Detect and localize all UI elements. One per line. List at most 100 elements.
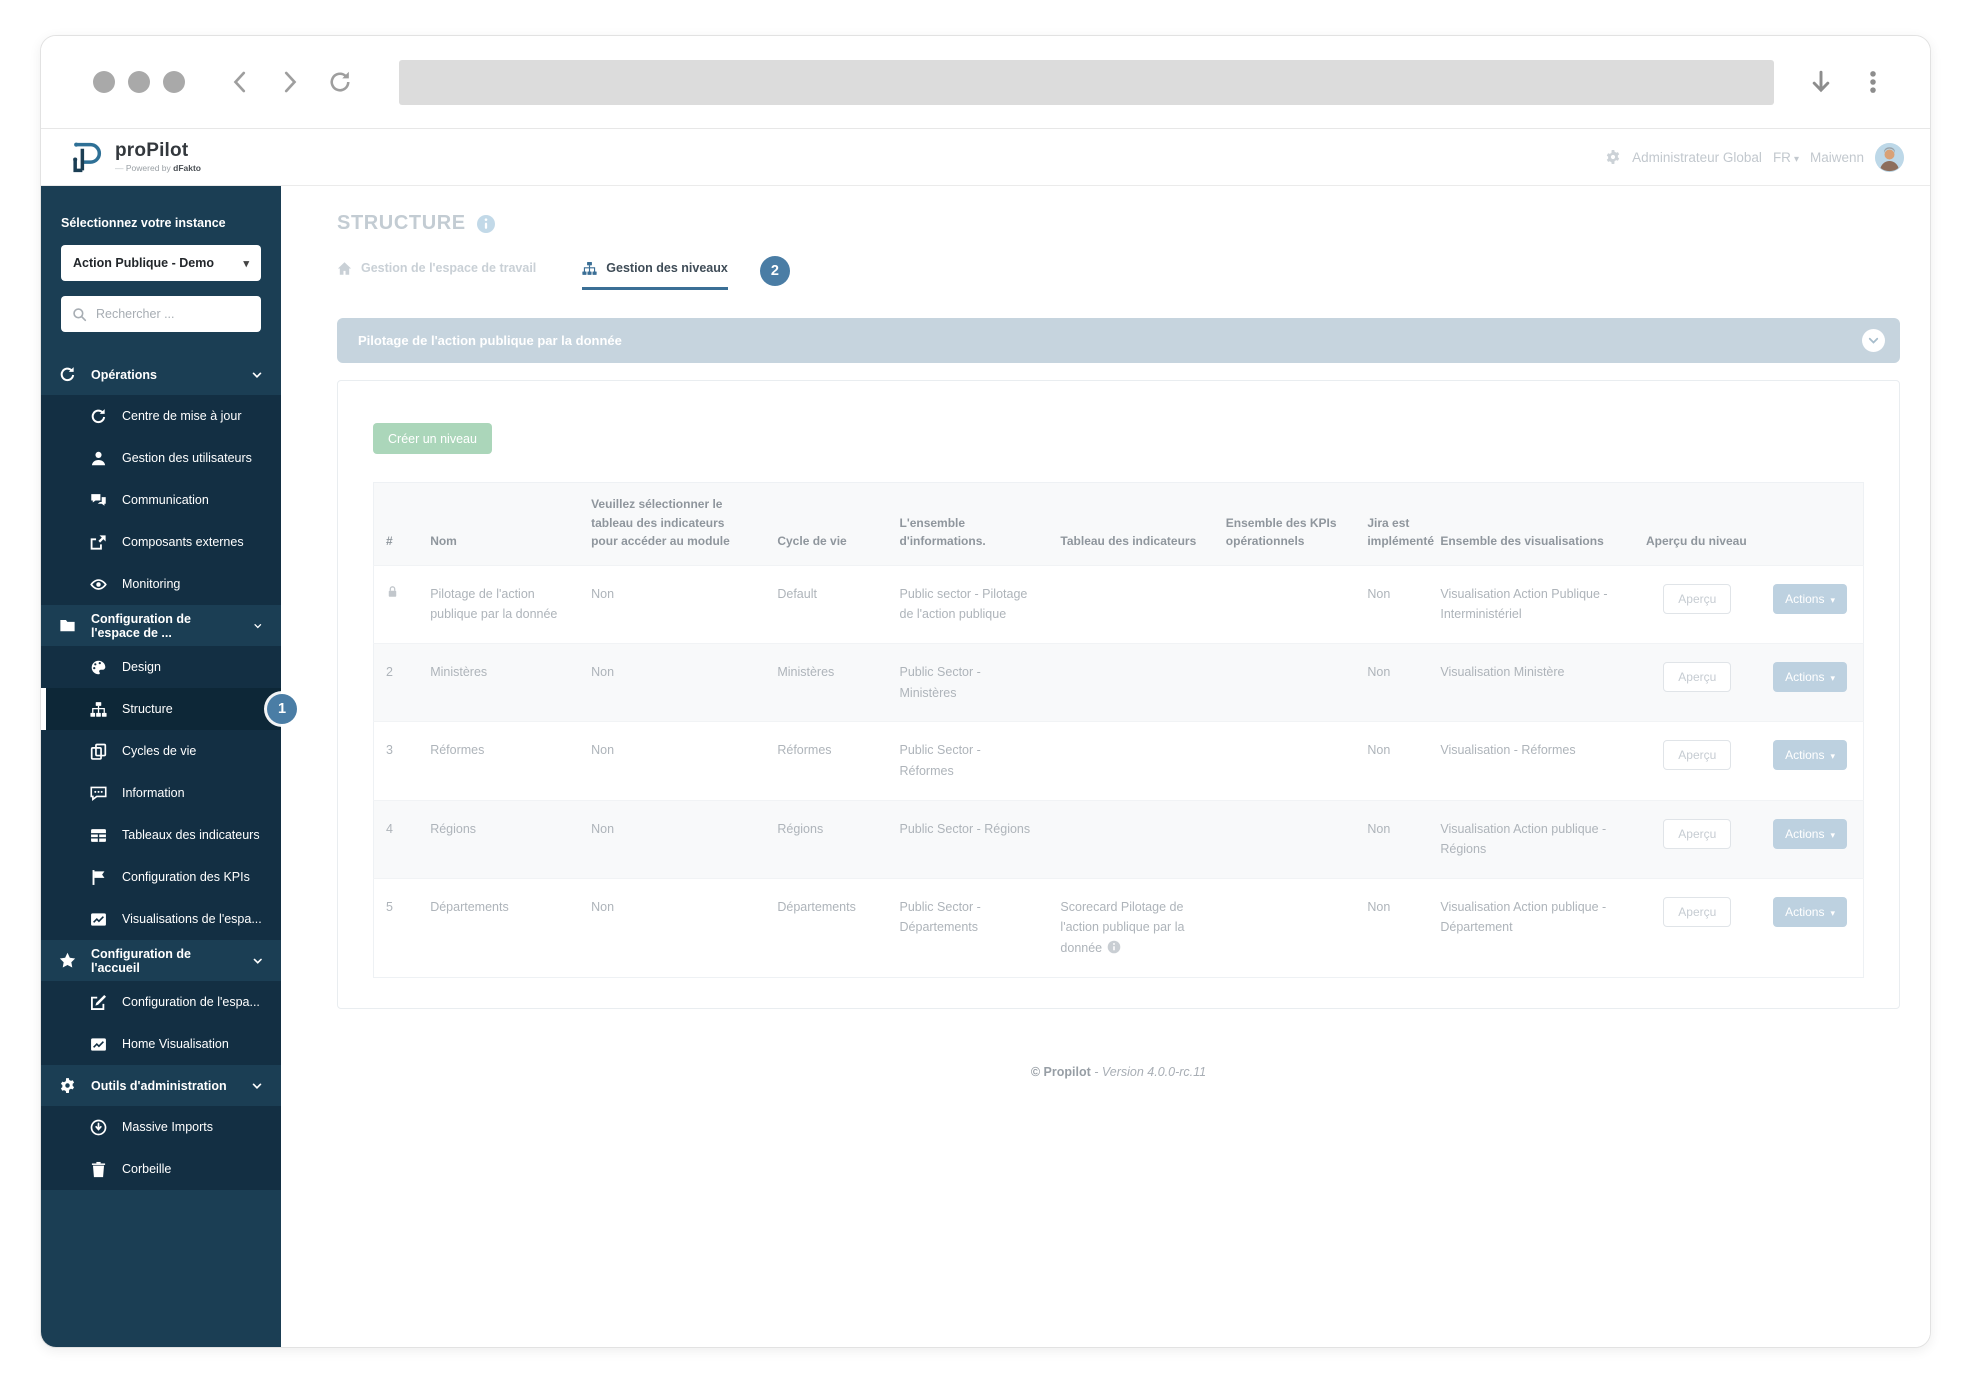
actions-button[interactable]: Actions — [1773, 896, 1847, 927]
sitemap-icon — [90, 701, 107, 718]
table-icon — [90, 827, 107, 844]
sidebar-item-config-kpis[interactable]: Configuration des KPIs — [41, 856, 281, 898]
tab-gestion-niveaux[interactable]: Gestion des niveaux — [582, 261, 728, 290]
actions-button[interactable]: Actions — [1773, 740, 1847, 771]
info-icon[interactable] — [1107, 940, 1121, 954]
levels-table: # Nom Veuillez sélectionner le tableau d… — [373, 482, 1864, 978]
sidebar-item-corbeille[interactable]: Corbeille — [41, 1148, 281, 1190]
search-input[interactable] — [96, 307, 250, 321]
sidebar-section-outils-admin[interactable]: Outils d'administration — [41, 1065, 281, 1106]
avatar[interactable] — [1875, 142, 1904, 172]
sidebar-item-cycles-de-vie[interactable]: Cycles de vie — [41, 730, 281, 772]
home-icon — [337, 261, 352, 276]
app-footer: © Propilot - Version 4.0.0-rc.11 — [1030, 1064, 1207, 1079]
panel-title: Pilotage de l'action publique par la don… — [358, 333, 622, 348]
browser-window: proPilot Powered by dFakto Administrateu… — [40, 35, 1931, 1348]
sidebar-section-config-espace[interactable]: Configuration de l'espace de ... — [41, 605, 281, 646]
sidebar-item-information[interactable]: Information — [41, 772, 281, 814]
window-controls — [93, 71, 185, 93]
apercu-button[interactable]: Aperçu — [1663, 583, 1732, 614]
sidebar-item-monitoring[interactable]: Monitoring — [41, 563, 281, 605]
window-control-dot[interactable] — [128, 71, 150, 93]
chevron-left-icon — [228, 70, 252, 94]
window-control-dot[interactable] — [93, 71, 115, 93]
sidebar-item-config-espace-accueil[interactable]: Configuration de l'espa... — [41, 981, 281, 1023]
trash-icon — [90, 1161, 107, 1178]
actions-button[interactable]: Actions — [1773, 662, 1847, 693]
gear-icon — [1605, 149, 1621, 165]
download-icon[interactable] — [1808, 69, 1834, 95]
table-row: 4 Régions Non Régions Public Sector - Ré… — [373, 799, 1864, 879]
sidebar-menu: Opérations Centre de mise à jour Gestion… — [41, 354, 297, 1190]
instance-select[interactable]: Action Publique - Demo — [61, 245, 261, 281]
browser-address-bar[interactable] — [399, 59, 1774, 105]
caret-down-icon — [1830, 827, 1835, 841]
sidebar-search[interactable] — [61, 296, 261, 332]
tab-gestion-espace-travail[interactable]: Gestion de l'espace de travail — [337, 261, 536, 290]
sitemap-icon — [582, 261, 597, 276]
sidebar-item-centre-mise-a-jour[interactable]: Centre de mise à jour — [41, 395, 281, 437]
browser-reload-button[interactable] — [323, 65, 357, 99]
sidebar-item-composants-externes[interactable]: Composants externes — [41, 521, 281, 563]
browser-chrome — [41, 36, 1930, 129]
chevron-down-icon — [1867, 334, 1880, 347]
actions-button[interactable]: Actions — [1773, 583, 1847, 614]
chevron-right-icon — [278, 70, 302, 94]
search-icon — [72, 307, 87, 322]
caret-down-icon — [1830, 905, 1835, 919]
step-badge-2: 2 — [759, 256, 790, 286]
chevron-down-icon — [252, 955, 263, 967]
external-link-icon — [90, 534, 107, 551]
info-icon[interactable] — [476, 214, 496, 234]
chevron-down-icon — [251, 1080, 263, 1092]
sidebar: Sélectionnez votre instance Action Publi… — [41, 186, 297, 1347]
lock-icon — [386, 585, 399, 598]
step-badge-1: 1 — [267, 694, 297, 724]
sidebar-item-design[interactable]: Design — [41, 646, 281, 688]
chevron-down-icon — [253, 620, 263, 632]
app-logo[interactable]: proPilot Powered by dFakto — [69, 139, 201, 176]
propilot-logo-icon — [73, 142, 102, 172]
refresh-icon — [90, 408, 107, 425]
edit-icon — [90, 994, 107, 1011]
browser-menu-kebab-icon[interactable] — [1860, 69, 1886, 95]
table-row: 3 Réformes Non Réformes Public Sector - … — [373, 721, 1864, 801]
page-title: STRUCTURE — [337, 212, 466, 234]
brand-tagline: Powered by dFakto — [115, 163, 201, 173]
panel-header[interactable]: Pilotage de l'action publique par la don… — [337, 318, 1900, 363]
user-role: Administrateur Global — [1632, 149, 1762, 165]
collapse-button[interactable] — [1862, 329, 1885, 352]
table-row: 2 Ministères Non Ministères Public Secto… — [373, 643, 1864, 722]
actions-button[interactable]: Actions — [1773, 818, 1847, 849]
sidebar-item-home-visualisation[interactable]: Home Visualisation — [41, 1023, 281, 1065]
sidebar-item-structure[interactable]: Structure 1 — [41, 688, 297, 730]
apercu-button[interactable]: Aperçu — [1663, 896, 1732, 927]
chart-line-icon — [90, 911, 107, 928]
caret-down-icon — [1794, 150, 1799, 165]
copy-icon — [90, 743, 107, 760]
apercu-button[interactable]: Aperçu — [1663, 662, 1732, 693]
apercu-button[interactable]: Aperçu — [1663, 818, 1732, 849]
browser-back-button[interactable] — [223, 65, 257, 99]
sidebar-section-operations[interactable]: Opérations — [41, 354, 281, 395]
caret-down-icon — [1830, 670, 1835, 684]
window-control-dot[interactable] — [163, 71, 185, 93]
sidebar-item-massive-imports[interactable]: Massive Imports — [41, 1106, 281, 1148]
reload-icon — [328, 70, 352, 94]
language-selector[interactable]: FR — [1773, 150, 1799, 165]
flag-icon — [90, 869, 107, 886]
user-name[interactable]: Maiwenn — [1809, 149, 1864, 165]
main-content: STRUCTURE Gestion de l'espace de travail… — [281, 186, 1930, 1347]
sidebar-item-communication[interactable]: Communication — [41, 479, 281, 521]
sidebar-item-tableaux-indicateurs[interactable]: Tableaux des indicateurs — [41, 814, 281, 856]
folder-icon — [59, 617, 76, 634]
sidebar-section-config-accueil[interactable]: Configuration de l'accueil — [41, 940, 281, 981]
sidebar-item-visualisations-espace[interactable]: Visualisations de l'espa... — [41, 898, 281, 940]
instance-label: Sélectionnez votre instance — [61, 216, 226, 230]
create-level-button[interactable]: Créer un niveau — [373, 423, 492, 454]
eye-icon — [90, 576, 107, 593]
table-row: Pilotage de l'action publique par la don… — [373, 564, 1864, 644]
browser-forward-button[interactable] — [273, 65, 307, 99]
sidebar-item-gestion-utilisateurs[interactable]: Gestion des utilisateurs — [41, 437, 281, 479]
apercu-button[interactable]: Aperçu — [1663, 740, 1732, 771]
